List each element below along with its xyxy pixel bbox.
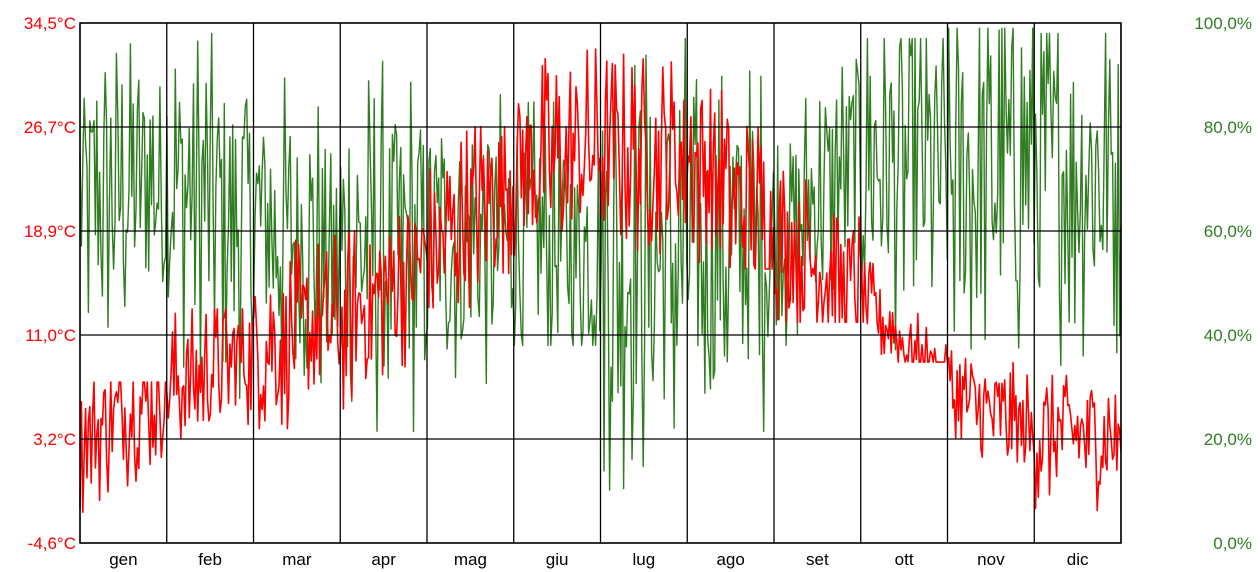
left-tick-label: 11,0°C — [25, 326, 76, 345]
x-tick-label: nov — [977, 550, 1005, 569]
x-tick-label: mar — [282, 550, 312, 569]
x-tick-label: mag — [454, 550, 487, 569]
right-tick-label: 20,0% — [1204, 430, 1252, 449]
right-tick-label: 40,0% — [1204, 326, 1252, 345]
x-tick-label: ott — [895, 550, 914, 569]
left-tick-label: 18,9°C — [24, 222, 76, 241]
left-tick-label: 3,2°C — [33, 430, 76, 449]
left-axis: 34,5°C 26,7°C 18,9°C 11,0°C 3,2°C -4,6°C — [24, 14, 76, 553]
x-axis: gen feb mar apr mag giu lug ago set ott nov dic — [109, 550, 1089, 569]
x-tick-label: gen — [109, 550, 137, 569]
right-tick-label: 80,0% — [1204, 118, 1252, 137]
left-tick-label: -4,6°C — [28, 534, 76, 553]
right-axis: 100,0% 80,0% 60,0% 40,0% 20,0% 0,0% — [1194, 14, 1252, 553]
right-tick-label: 100,0% — [1194, 14, 1252, 33]
x-tick-label: apr — [371, 550, 396, 569]
left-tick-label: 34,5°C — [24, 14, 76, 33]
right-tick-label: 60,0% — [1204, 222, 1252, 241]
x-tick-label: feb — [198, 550, 222, 569]
x-tick-label: giu — [546, 550, 569, 569]
x-tick-label: lug — [633, 550, 656, 569]
x-tick-label: set — [806, 550, 829, 569]
x-tick-label: dic — [1067, 550, 1089, 569]
right-tick-label: 0,0% — [1213, 534, 1252, 553]
x-tick-label: ago — [716, 550, 744, 569]
left-tick-label: 26,7°C — [24, 118, 76, 137]
